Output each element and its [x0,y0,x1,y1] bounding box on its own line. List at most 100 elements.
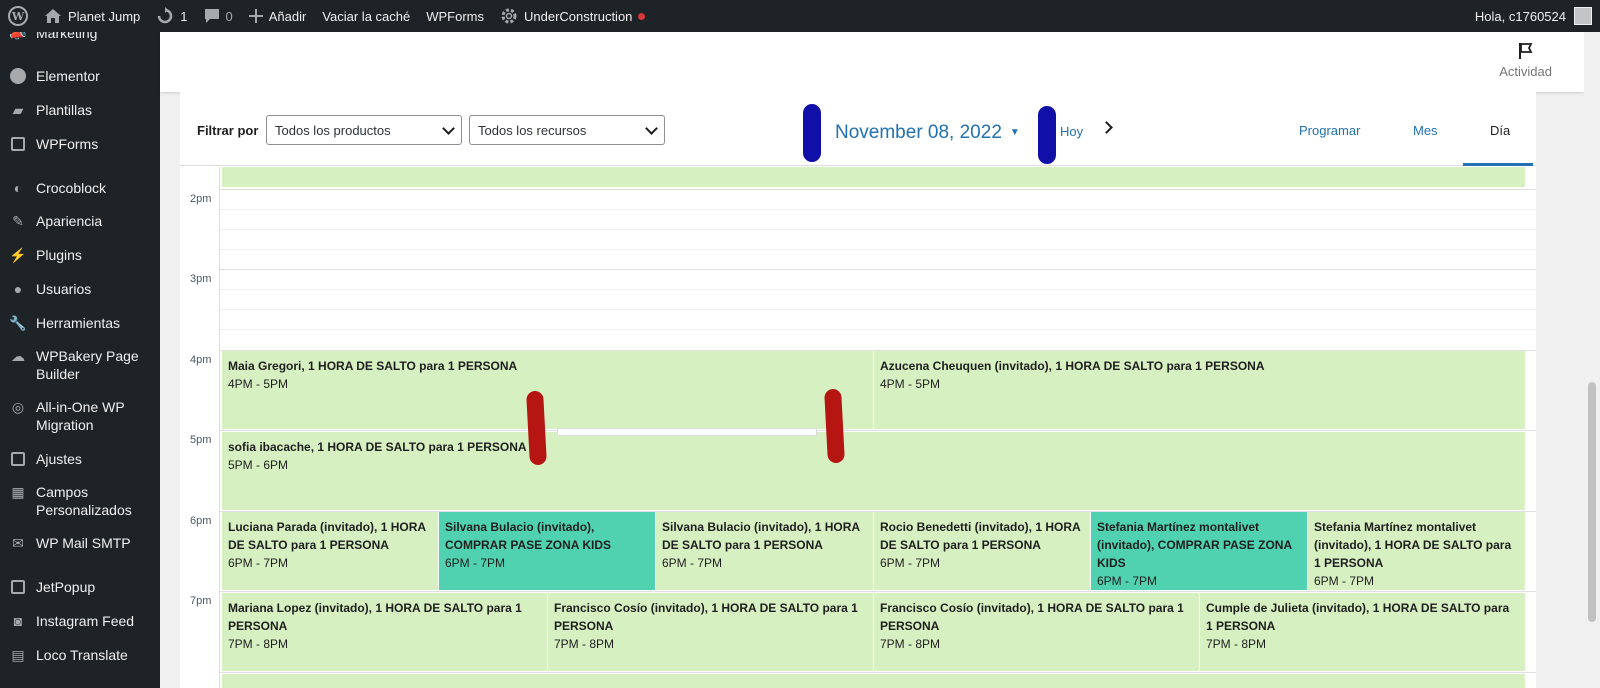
sidebar-item-plantillas[interactable]: ▰ Plantillas [0,101,160,119]
event-title: Stefania Martínez montalivet (invitado),… [1314,520,1512,570]
sidebar-item-migration[interactable]: ◎ All-in-One WP Migration [0,398,160,434]
sidebar-item-jetpopup[interactable]: JetPopup [0,578,160,596]
hour-line [220,269,1536,270]
event-block[interactable]: Francisco Cosío (invitado), 1 HORA DE SA… [548,593,874,671]
date-title: November 08, 2022 [835,122,1002,143]
site-name-link[interactable]: Planet Jump [36,0,148,32]
chevron-right-icon[interactable] [1100,121,1113,134]
avatar[interactable] [1574,7,1592,25]
add-label: Añadir [268,8,307,24]
comments-count: 0 [225,8,233,24]
resources-select[interactable]: Todos los recursos [469,115,665,145]
day-grid: 2pm 3pm 4pm 5pm 6pm 7pm [180,167,1536,688]
event-time: 4PM - 5PM [880,377,941,391]
event-block[interactable] [222,167,1526,187]
site-name: Planet Jump [68,8,141,24]
event-block[interactable]: Maia Gregori, 1 HORA DE SALTO para 1 PER… [222,351,874,429]
updates-count: 1 [180,8,188,24]
comments-link[interactable]: 0 [196,0,241,32]
sidebar-item-label: Instagram Feed [36,613,135,629]
sidebar-item-crocoblock[interactable]: ◐ Crocoblock [0,179,160,197]
admin-bar: W Planet Jump 1 0 Añadir Vaciar la caché… [0,0,1600,32]
event-block[interactable]: Luciana Parada (invitado), 1 HORA DE SAL… [222,512,439,590]
products-select[interactable]: Todos los productos [266,115,462,145]
wordpress-logo[interactable]: W [0,0,36,32]
sidebar-item-label: Plugins [36,247,82,263]
add-new-link[interactable]: Añadir [241,0,315,32]
quarter-line [220,329,1536,330]
main-content: Actividad Filtrar por Todos los producto… [160,32,1584,688]
event-block[interactable]: Azucena Cheuquen (invitado), 1 HORA DE S… [874,351,1526,429]
event-block[interactable]: Stefania Martínez montalivet (invitado),… [1091,512,1308,590]
camera-icon: ◙ [13,613,23,629]
filter-label: Filtrar por [197,123,259,138]
sidebar-item-usuarios[interactable]: ● Usuarios [0,280,160,298]
gear-icon [501,8,517,24]
today-button[interactable]: Hoy [1060,124,1084,139]
sidebar-item-wpbakery[interactable]: ☁ WPBakery Page Builder [0,347,160,383]
form-icon [8,135,28,153]
hour-line [220,511,1536,512]
event-block[interactable] [222,674,1526,688]
event-block[interactable]: Rocio Benedetti (invitado), 1 HORA DE SA… [874,512,1091,590]
wpforms-link[interactable]: WPForms [418,0,492,32]
sidebar-item-wpforms[interactable]: WPForms [0,135,160,153]
event-time: 7PM - 8PM [880,637,941,651]
event-time: 6PM - 7PM [1097,574,1158,588]
caret-down-icon: ▼ [1009,127,1020,139]
sidebar-item-instagram[interactable]: ◙ Instagram Feed [0,612,160,630]
event-title: Francisco Cosío (invitado), 1 HORA DE SA… [880,601,1184,633]
tab-mes[interactable]: Mes [1413,123,1438,138]
scrollbar[interactable] [1584,32,1600,688]
admin-sidebar: 📣 Marketing Elementor ▰ Plantillas WPFor… [0,32,160,688]
greeting[interactable]: Hola, c1760524 [1474,8,1566,24]
event-time: 7PM - 8PM [554,637,615,651]
sidebar-item-wp-mail-smtp[interactable]: ✉ WP Mail SMTP [0,534,160,552]
event-block[interactable]: Cumple de Julieta (invitado), 1 HORA DE … [1200,593,1526,671]
time-column: 2pm 3pm 4pm 5pm 6pm 7pm [180,167,220,688]
sidebar-item-label: WP Mail SMTP [36,535,131,551]
sidebar-item-campos[interactable]: ▦ Campos Personalizados [0,483,160,519]
activity-button[interactable]: Actividad [1499,42,1552,79]
quarter-line [220,229,1536,230]
sidebar-item-apariencia[interactable]: ✎ Apariencia [0,212,160,230]
sidebar-item-label: Elementor [36,68,100,84]
elementor-icon [8,67,28,85]
sidebar-item-elementor[interactable]: Elementor [0,67,160,85]
hour-line [220,189,1536,190]
folder-icon: ▰ [12,102,24,118]
event-block[interactable]: Stefania Martínez montalivet (invitado),… [1308,512,1526,590]
tab-dia[interactable]: Día [1490,123,1511,138]
scrollbar-thumb[interactable] [1588,382,1596,622]
hour-label: 7pm [190,595,212,607]
under-construction-link[interactable]: UnderConstruction [492,0,653,32]
event-block[interactable]: Mariana Lopez (invitado), 1 HORA DE SALT… [222,593,548,671]
migration-icon: ◎ [11,399,25,415]
updates-link[interactable]: 1 [148,0,195,32]
clear-cache-link[interactable]: Vaciar la caché [314,0,418,32]
sidebar-item-label: JetPopup [36,579,96,595]
mail-icon: ✉ [12,535,24,551]
tab-programar[interactable]: Programar [1299,123,1361,138]
event-block[interactable]: sofia ibacache, 1 HORA DE SALTO para 1 P… [222,432,1526,510]
sidebar-item-ajustes[interactable]: Ajustes [0,450,160,468]
hour-line [220,350,1536,351]
event-time: 6PM - 7PM [1314,574,1375,588]
svg-text:W: W [11,10,25,23]
event-title: Cumple de Julieta (invitado), 1 HORA DE … [1206,601,1510,633]
sidebar-item-label: Loco Translate [36,647,128,663]
sidebar-item-marketing[interactable]: 📣 Marketing [0,32,160,42]
event-block[interactable]: Silvana Bulacio (invitado), 1 HORA DE SA… [656,512,874,590]
event-block[interactable]: Francisco Cosío (invitado), 1 HORA DE SA… [874,593,1200,671]
sidebar-item-plugins[interactable]: ⚡ Plugins [0,246,160,264]
under-construction-label: UnderConstruction [524,8,633,24]
sidebar-item-label: Ajustes [36,451,82,467]
event-block[interactable]: Silvana Bulacio (invitado), COMPRAR PASE… [439,512,656,590]
event-time: 6PM - 7PM [880,556,941,570]
sidebar-item-loco[interactable]: ▤ Loco Translate [0,646,160,664]
user-icon: ● [13,281,23,297]
sidebar-item-herramientas[interactable]: 🔧 Herramientas [0,314,160,332]
hour-line [220,591,1536,592]
date-picker[interactable]: November 08, 2022 ▼ [835,122,1020,144]
event-title: Luciana Parada (invitado), 1 HORA DE SAL… [228,520,426,552]
